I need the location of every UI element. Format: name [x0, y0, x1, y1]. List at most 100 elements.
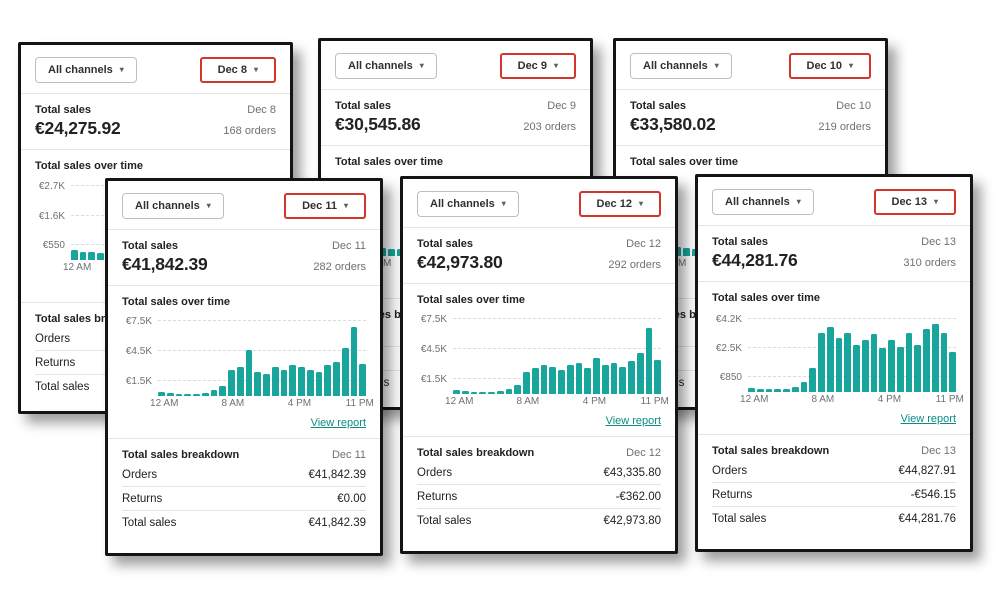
chevron-down-icon: ▾: [848, 61, 853, 70]
chart-bar: [461, 391, 469, 394]
chart-gridline: [158, 320, 366, 321]
view-report-link[interactable]: View report: [310, 417, 366, 429]
orders-count: 310 orders: [903, 257, 956, 269]
sales-over-time-label: Total sales over time: [335, 156, 444, 168]
date-dropdown[interactable]: Dec 12 ▾: [578, 191, 661, 217]
x-tick-label: 4 PM: [877, 394, 902, 405]
breakdown-row-value: €44,281.76: [898, 512, 956, 525]
channels-dropdown[interactable]: All channels ▾: [335, 53, 437, 79]
total-sales-label: Total sales: [35, 104, 92, 116]
channels-dropdown[interactable]: All channels ▾: [417, 191, 519, 217]
chart-bar: [931, 323, 939, 392]
total-sales-value-row: €30,545.86 203 orders: [335, 114, 576, 135]
divider: [616, 89, 885, 90]
total-sales-header-row: Total sales Dec 13: [712, 236, 956, 248]
breakdown-table: Orders €41,842.39 Returns €0.00 Total sales €…: [122, 463, 366, 534]
date-dropdown[interactable]: Dec 8 ▾: [199, 57, 276, 83]
total-sales-value-row: €24,275.92 168 orders: [35, 118, 276, 139]
channels-dropdown[interactable]: All channels ▾: [630, 53, 732, 79]
orders-count: 282 orders: [313, 261, 366, 273]
breakdown-row-label: Total sales: [417, 514, 472, 527]
channels-dropdown[interactable]: All channels ▾: [712, 189, 814, 215]
x-tick-label: 11 PM: [935, 394, 964, 405]
chart-bar: [263, 374, 270, 396]
y-tick-label: €550: [42, 239, 65, 251]
date-caption: Dec 9: [547, 100, 576, 112]
breakdown-row: Total sales €44,281.76: [712, 507, 956, 530]
y-tick-label: €7.5K: [420, 314, 447, 325]
view-report-link[interactable]: View report: [900, 413, 956, 425]
chart-bar: [826, 327, 834, 392]
divider: [21, 149, 290, 150]
date-dropdown[interactable]: Dec 13 ▾: [873, 189, 956, 215]
chart-plot-area: [748, 310, 956, 392]
chart-bar: [783, 388, 790, 392]
sales-card-dec-11: All channels ▾ Dec 11 ▾ Total sales Dec …: [105, 178, 383, 556]
chart-bar: [870, 334, 878, 392]
date-dropdown-label: Dec 11: [302, 200, 337, 212]
chart-bar: [289, 365, 296, 396]
sales-card-dec-12: All channels ▾ Dec 12 ▾ Total sales Dec …: [400, 176, 678, 554]
card-header: All channels ▾ Dec 8 ▾: [35, 57, 276, 83]
chart-bar: [949, 351, 956, 392]
chart-bar: [505, 389, 513, 394]
chart-y-axis: €4.2K €2.5K €850: [712, 310, 748, 392]
chart-gridline: [453, 348, 661, 349]
chart-bar: [236, 367, 244, 396]
breakdown-row: Returns €0.00: [122, 487, 366, 511]
date-dropdown[interactable]: Dec 10 ▾: [788, 53, 871, 79]
chart-bar: [71, 250, 78, 260]
view-report-link[interactable]: View report: [605, 415, 661, 427]
orders-count: 203 orders: [523, 121, 576, 133]
breakdown-row-value: -€546.15: [910, 488, 956, 501]
date-dropdown[interactable]: Dec 9 ▾: [499, 53, 576, 79]
chart-bar: [610, 363, 618, 394]
chart-bar: [488, 392, 495, 394]
y-tick-label: €850: [719, 372, 742, 384]
total-sales-header-row: Total sales Dec 11: [122, 240, 366, 252]
divider: [403, 283, 675, 284]
chart-bar: [756, 388, 764, 392]
chart-bar: [333, 362, 340, 396]
total-sales-header-row: Total sales Dec 12: [417, 238, 661, 250]
total-sales-value: €41,842.39: [122, 254, 208, 274]
chart-bar: [540, 365, 548, 394]
breakdown-row: Orders €44,827.91: [712, 459, 956, 483]
chart-bar: [514, 385, 521, 394]
x-tick-label: 12 AM: [150, 398, 179, 409]
chart-bar: [765, 389, 773, 392]
x-tick-label: 8 AM: [221, 398, 245, 409]
date-caption: Dec 11: [331, 240, 366, 252]
date-dropdown-label: Dec 10: [806, 60, 842, 72]
chart-bar: [523, 372, 530, 394]
view-report-row: View report: [417, 411, 661, 427]
chart-bar: [800, 381, 808, 392]
sales-over-time-label: Total sales over time: [35, 160, 144, 172]
chart-bar: [531, 368, 539, 394]
breakdown-row: Returns -€546.15: [712, 483, 956, 507]
breakdown-date-caption: Dec 12: [626, 447, 661, 459]
chart-gridline: [158, 350, 366, 351]
total-sales-value: €33,580.02: [630, 114, 716, 134]
chart-bar: [791, 386, 799, 392]
date-caption: Dec 10: [836, 100, 871, 112]
breakdown-table: Orders €44,827.91 Returns -€546.15 Total sal…: [712, 459, 956, 530]
chart-bar: [479, 392, 486, 394]
chevron-down-icon: ▾: [253, 65, 258, 74]
channels-dropdown[interactable]: All channels ▾: [35, 57, 137, 83]
chart-bars: [748, 310, 956, 392]
chart-gridline: [453, 318, 661, 319]
chart-bar: [896, 346, 904, 392]
chart-bar: [219, 386, 226, 396]
chart-bar: [923, 329, 930, 392]
chart-bar: [861, 339, 869, 392]
breakdown-label: Total sales breakdown: [122, 449, 240, 461]
divider: [108, 229, 380, 230]
chart-plot-area: [453, 312, 661, 394]
total-sales-value: €44,281.76: [712, 250, 798, 270]
date-dropdown[interactable]: Dec 11 ▾: [284, 193, 366, 219]
total-sales-label: Total sales: [122, 240, 179, 252]
channels-dropdown[interactable]: All channels ▾: [122, 193, 224, 219]
chart-y-axis: €2.7K €1.6K €550: [35, 178, 71, 260]
y-tick-label: €7.5K: [125, 316, 152, 327]
